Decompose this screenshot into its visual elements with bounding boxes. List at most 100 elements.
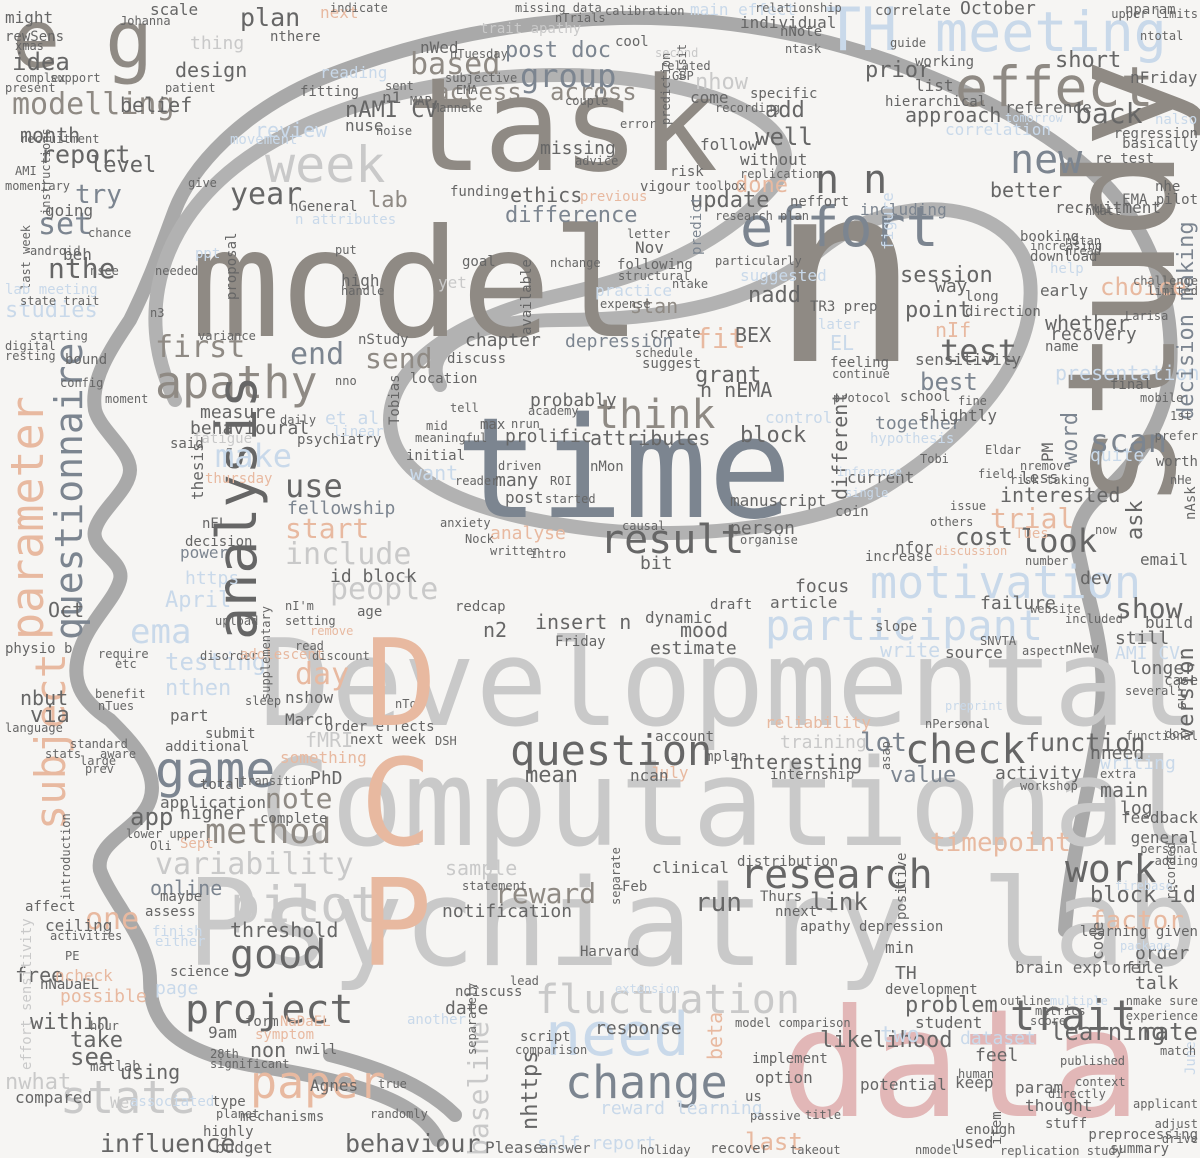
word-start: start [285,512,370,545]
word-pe: PE [65,949,80,963]
word-android: android [30,244,81,258]
word-create: create [650,326,701,342]
word-fine: fine [958,394,987,408]
word-metrics: metrics [1035,1004,1086,1018]
word-map: MAP [410,94,432,108]
word-mean: mean [525,763,578,788]
word-risk: risk [670,164,704,180]
word-n2: n2 [483,618,508,642]
word-project: project [185,987,354,1033]
word-booking: booking [1020,229,1080,245]
word-nmake-sure: nmake sure [1125,994,1198,1008]
word-scan: scan [1090,422,1168,460]
word-post-doc: post doc [505,38,611,63]
word-extension: extension [615,982,681,996]
word-new: new [1010,137,1083,183]
word-reliability: reliability [765,713,871,732]
word-option: option [755,1068,813,1087]
word-1st: 1st [1170,409,1192,423]
word-linear: linear [333,424,384,440]
word-beta: beta [703,1011,727,1060]
word-several: several [1125,684,1176,698]
word-cost: cost [955,523,1013,551]
word-initial: initial [406,448,466,464]
word-n3: n3 [150,306,165,320]
word-result: result [600,517,745,563]
word-calibration: calibration [605,4,685,18]
word-nalso: nalso [1155,112,1198,128]
word-particularly: particularly [715,254,802,268]
word-influence: influence [100,1129,236,1158]
word-sent: sent [385,79,414,93]
word-presentation: presentation [1055,361,1200,385]
word-sept: Sept [180,836,214,852]
word-nnow: now [1095,523,1117,537]
word-effect: effect [955,55,1154,119]
word-predict: predict [689,195,705,255]
word-nock: Nock [465,532,494,546]
word-nfriday: nFriday [1130,68,1198,87]
word-physio-b: physio b [5,641,73,657]
word-make: make [215,437,293,475]
word-total: total [200,777,243,793]
word-academy: academy [528,404,579,418]
word-human: human [958,1067,995,1081]
word-back: back [1075,97,1143,130]
word-n1: n1 [382,88,402,107]
word-tr3-prep: TR3 prep [810,299,878,315]
word-asap: asap [879,741,893,770]
word-require: require [98,647,149,661]
word-change: change [565,1056,728,1109]
word-thing: thing [190,33,245,54]
word-ntrials: nTrials [555,11,606,25]
word-part: part [170,706,209,725]
word-letter-p: P [360,855,433,994]
word-adolescent: adolescent [240,647,325,663]
word-either: either [155,934,206,950]
word-movement: movement [230,132,298,148]
word-behaviour: behaviour [345,1129,481,1158]
word-nrun: nrun [511,417,540,431]
word-grant: grant [695,363,762,388]
word-modelling: modelling [12,87,175,122]
word-july: July [650,763,689,782]
word-recovery: recovery [1050,324,1137,345]
word-dev: dev [1080,568,1113,589]
word-reference: reference [1005,98,1092,117]
word-previous: previous [580,189,648,205]
word-johanna: Johanna [120,14,171,28]
word-self-report: self report [537,1133,657,1154]
word-enough: enough [965,1122,1016,1138]
word-nwed: nWed [420,38,459,57]
word-discuss: discuss [447,351,507,367]
word-estimate: estimate [650,638,737,659]
word-nhttps: nhttps [518,1050,543,1130]
word-well: well [755,123,813,151]
word-basically: basically [1122,136,1198,152]
word-ntues: nTues [98,699,135,713]
word-proposal: proposal [224,232,240,300]
word-model: model [190,198,642,372]
word-el: EL [830,331,855,355]
word-good: good [230,932,327,978]
neck-line [323,1048,462,1122]
word-guide: guide [890,36,927,50]
word-clinical: clinical [652,858,730,877]
word-number: number [1025,554,1069,568]
word-extra: extra [1100,767,1137,781]
word-dataset: dataset [960,1028,1036,1049]
word-order: order [1135,943,1190,964]
word-sure: sure [1174,676,1190,710]
word-send: send [365,342,433,375]
word-pilot: pilot [230,876,381,934]
word-word: word [1058,412,1083,465]
word-title: title [805,1108,842,1122]
word-email: email [1140,550,1189,569]
word-outline: outline [1000,994,1051,1008]
word-nwill: nwill [295,1042,338,1058]
word-keep: keep [955,1073,994,1092]
word-ntotal: ntotal [1140,29,1184,43]
word-dynamic: dynamic [645,608,713,627]
word-pm: PM [1038,442,1057,462]
word-directly: directly [1048,1087,1106,1101]
